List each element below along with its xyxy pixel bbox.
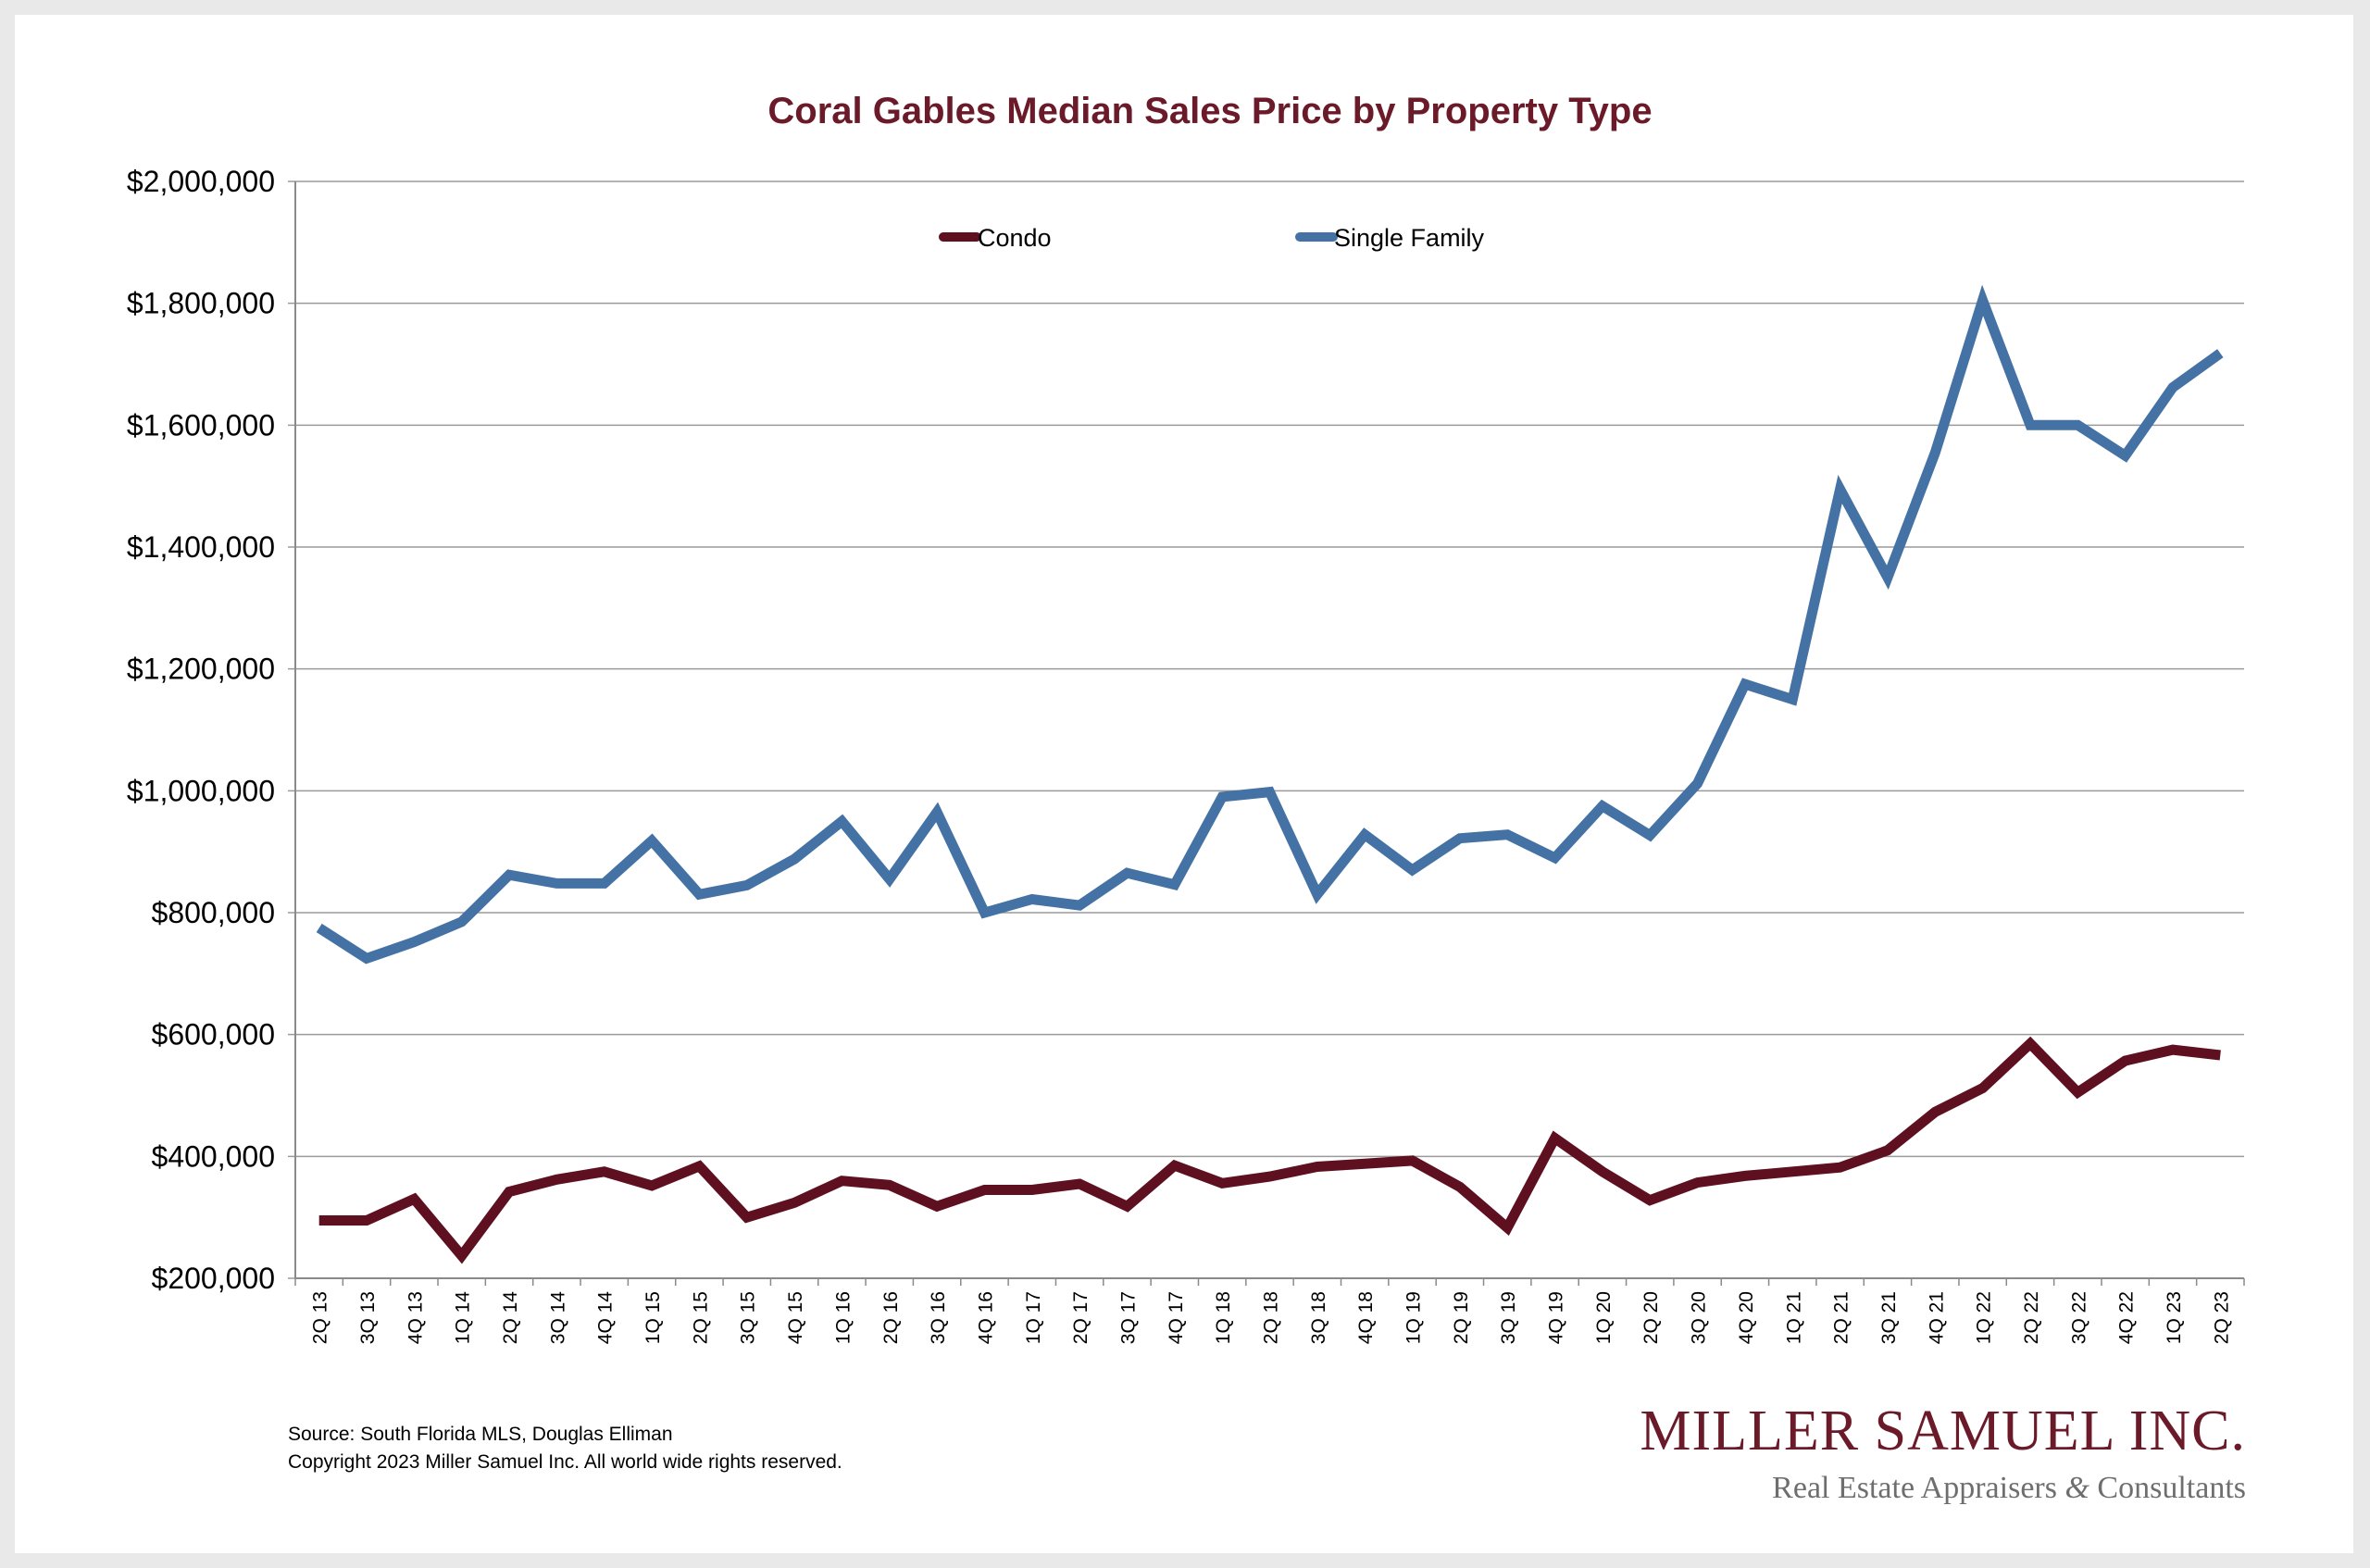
y-tick-label: $1,000,000 bbox=[127, 774, 275, 807]
x-tick-label: 1Q 22 bbox=[1974, 1291, 1995, 1344]
x-tick-label: 1Q 23 bbox=[2164, 1291, 2185, 1344]
source-note: Source: South Florida MLS, Douglas Ellim… bbox=[288, 1424, 673, 1445]
y-tick-label: $1,600,000 bbox=[127, 408, 275, 442]
chart-card: Coral Gables Median Sales Price by Prope… bbox=[15, 15, 2353, 1553]
legend: Condo Single Family bbox=[939, 224, 1485, 252]
x-tick-label: 3Q 17 bbox=[1117, 1291, 1139, 1344]
series-line-condo bbox=[318, 1036, 2221, 1264]
y-tick-label: $600,000 bbox=[152, 1018, 275, 1052]
x-tick-label: 3Q 18 bbox=[1308, 1291, 1329, 1344]
brand-logo-tagline: Real Estate Appraisers & Consultants bbox=[1772, 1471, 2246, 1505]
x-tick-label: 2Q 17 bbox=[1070, 1291, 1091, 1344]
y-tick-label: $800,000 bbox=[152, 896, 275, 929]
gridlines bbox=[288, 180, 2244, 1279]
x-tick-label: 3Q 14 bbox=[547, 1291, 568, 1345]
y-tick-label: $1,200,000 bbox=[127, 653, 275, 686]
x-tick-label: 2Q 15 bbox=[690, 1291, 711, 1344]
y-tick-label: $200,000 bbox=[152, 1262, 275, 1295]
x-tick-label: 4Q 15 bbox=[785, 1291, 806, 1344]
y-tick-label: $1,400,000 bbox=[127, 530, 275, 564]
x-tick-label: 2Q 18 bbox=[1261, 1291, 1282, 1344]
line-chart: Coral Gables Median Sales Price by Prope… bbox=[127, 91, 2246, 1505]
series-line-single-family bbox=[316, 284, 2224, 964]
x-tick-label: 1Q 20 bbox=[1593, 1291, 1615, 1344]
x-tick-label: 4Q 21 bbox=[1926, 1291, 1947, 1344]
x-tick-label: 2Q 22 bbox=[2021, 1291, 2042, 1344]
x-tick-label: 3Q 20 bbox=[1689, 1291, 1710, 1344]
x-tick-label: 3Q 16 bbox=[928, 1291, 949, 1344]
copyright-note: Copyright 2023 Miller Samuel Inc. All wo… bbox=[288, 1451, 842, 1473]
x-tick-label: 2Q 20 bbox=[1640, 1291, 1662, 1344]
x-tick-label: 2Q 21 bbox=[1831, 1291, 1852, 1344]
x-tick-label: 3Q 15 bbox=[738, 1291, 759, 1344]
x-tick-label: 1Q 14 bbox=[453, 1291, 474, 1345]
legend-label: Condo bbox=[978, 224, 1052, 252]
x-tick-label: 2Q 16 bbox=[880, 1291, 902, 1344]
x-tick-label: 4Q 14 bbox=[595, 1291, 617, 1345]
x-tick-label: 2Q 13 bbox=[310, 1291, 331, 1344]
x-tick-label: 3Q 19 bbox=[1498, 1291, 1519, 1344]
y-tick-label: $2,000,000 bbox=[127, 165, 275, 198]
x-tick-label: 1Q 17 bbox=[1023, 1291, 1044, 1344]
x-tick-label: 2Q 14 bbox=[500, 1291, 521, 1345]
brand-logo-name: MILLER SAMUEL INC. bbox=[1640, 1400, 2246, 1462]
y-tick-label: $1,800,000 bbox=[127, 287, 275, 320]
series-lines bbox=[316, 284, 2224, 1264]
x-tick-label: 1Q 21 bbox=[1783, 1291, 1804, 1344]
x-tick-label: 4Q 19 bbox=[1546, 1291, 1567, 1344]
x-tick-label: 1Q 19 bbox=[1403, 1291, 1425, 1344]
x-tick-label: 2Q 19 bbox=[1451, 1291, 1472, 1344]
x-tick-label: 4Q 20 bbox=[1736, 1291, 1757, 1344]
x-tick-label: 2Q 23 bbox=[2211, 1291, 2232, 1344]
y-tick-label: $400,000 bbox=[152, 1139, 275, 1173]
x-tick-label: 4Q 13 bbox=[405, 1291, 426, 1344]
x-tick-label: 4Q 17 bbox=[1166, 1291, 1187, 1344]
legend-label: Single Family bbox=[1334, 224, 1485, 252]
x-tick-label: 4Q 18 bbox=[1355, 1291, 1377, 1344]
x-tick-label: 1Q 16 bbox=[832, 1291, 854, 1344]
x-tick-label: 1Q 18 bbox=[1213, 1291, 1234, 1344]
x-tick-label: 4Q 16 bbox=[975, 1291, 996, 1344]
x-tick-label: 3Q 13 bbox=[357, 1291, 379, 1344]
x-axis-ticks: 2Q 13 3Q 13 4Q 13 1Q 14 2Q 14 3Q 14 4Q 14 1Q 15… bbox=[294, 1278, 2245, 1345]
x-tick-label: 1Q 15 bbox=[642, 1291, 664, 1344]
x-tick-label: 4Q 22 bbox=[2116, 1291, 2138, 1344]
y-axis-ticks: $200,000 $400,000 $600,000 $800,000 $1,000,0… bbox=[127, 165, 275, 1295]
chart-title: Coral Gables Median Sales Price by Prope… bbox=[767, 91, 1652, 131]
x-tick-label: 3Q 21 bbox=[1878, 1291, 1900, 1344]
x-tick-label: 3Q 22 bbox=[2068, 1291, 2089, 1344]
